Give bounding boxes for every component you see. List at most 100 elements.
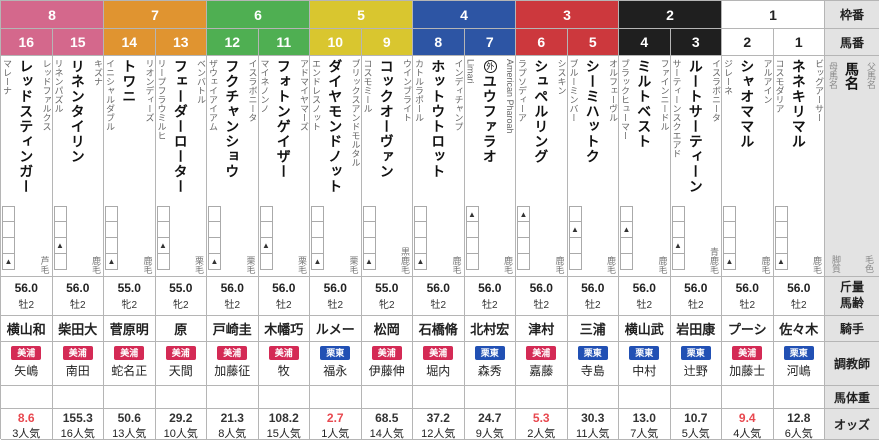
row-label-trainer: 調教師 xyxy=(825,342,879,386)
horse-number-cell: 15 xyxy=(52,29,104,56)
trainer-name[interactable]: 辻野 xyxy=(683,364,708,378)
trainer-name[interactable]: 矢嶋 xyxy=(14,364,39,378)
row-label-horse-name: 馬名 xyxy=(844,62,860,90)
trainer-name[interactable]: 河嶋 xyxy=(786,364,811,378)
row-label-frame: 枠番 xyxy=(825,1,879,29)
coat-color: 鹿毛 xyxy=(657,256,668,274)
horse-name[interactable]: シーミハットク xyxy=(584,59,601,164)
running-style-indicator: ▲ xyxy=(53,206,67,270)
jockey-name[interactable]: プーシ xyxy=(722,316,774,342)
jockey-name[interactable]: 三浦 xyxy=(567,316,619,342)
trainer-name[interactable]: 寺島 xyxy=(580,364,605,378)
jockey-name[interactable]: 津村 xyxy=(516,316,568,342)
horse-name[interactable]: ダイヤモンドノット xyxy=(327,59,344,194)
horse-name[interactable]: ネネキリマル xyxy=(790,59,807,149)
trainer-cell: 栗東 中村 xyxy=(619,342,671,386)
sex-age: 牡2 xyxy=(584,300,601,311)
trainer-name[interactable]: 堀内 xyxy=(426,364,451,378)
running-style-box: ▲ xyxy=(774,254,788,270)
trainer-name[interactable]: 福永 xyxy=(323,364,348,378)
trainer-name[interactable]: 嘉藤 xyxy=(529,364,554,378)
horse-name[interactable]: レッドスティンガー xyxy=(18,59,35,194)
jockey-name[interactable]: 菅原明 xyxy=(104,316,156,342)
horse-name[interactable]: ホットウトロット xyxy=(430,59,447,179)
horse-name[interactable]: シャオママル xyxy=(739,59,756,149)
jockey-name[interactable]: 石橋脩 xyxy=(413,316,465,342)
running-style-box xyxy=(156,222,170,238)
horse-name[interactable]: リネンタイリン xyxy=(69,59,86,164)
horse-name[interactable]: フォトンゲイザー xyxy=(275,59,292,179)
trainer-name[interactable]: 森秀 xyxy=(477,364,502,378)
jockey-name[interactable]: 松岡 xyxy=(361,316,413,342)
horse-name[interactable]: トワニ xyxy=(121,59,138,104)
popularity: 1人気 xyxy=(321,428,350,440)
trainer-cell: 栗東 河嶋 xyxy=(773,342,825,386)
running-style-box: ▲ xyxy=(620,222,633,238)
jockey-name[interactable]: 原 xyxy=(155,316,207,342)
jockey-name[interactable]: ルメー xyxy=(310,316,362,342)
sex-age: 牡2 xyxy=(790,300,807,311)
jockey-name[interactable]: 岩田康 xyxy=(670,316,722,342)
trainer-cell: 美浦 南田 xyxy=(52,342,104,386)
weight-cell: 56.0 牡2 xyxy=(258,277,310,316)
row-label-running-style: 脚質 xyxy=(831,255,841,273)
horse-name[interactable]: ミルトベスト xyxy=(636,59,653,149)
trainer-cell: 美浦牧 xyxy=(258,342,310,386)
trainer-name[interactable]: 加藤士 xyxy=(729,364,766,378)
row-label-odds-text: オッズ xyxy=(833,417,870,432)
coat-color: 芦毛 xyxy=(39,256,50,274)
jockey-name[interactable]: 北村宏 xyxy=(464,316,516,342)
trainer-name[interactable]: 中村 xyxy=(632,364,657,378)
trainer-region-badge: 美浦 xyxy=(165,346,196,360)
weight-value: 56.0 xyxy=(478,281,502,295)
sire-name: ウインブライト xyxy=(402,59,412,122)
weight-value: 56.0 xyxy=(684,281,708,295)
odds-value: 8.6 xyxy=(17,411,35,425)
weight-value: 56.0 xyxy=(14,281,38,295)
running-style-box xyxy=(517,254,530,270)
horse-name[interactable]: ルートサーティーン xyxy=(687,59,704,194)
running-style-indicator: ▲ xyxy=(465,206,479,270)
jockey-name[interactable]: 横山和 xyxy=(1,316,53,342)
trainer-name[interactable]: 加藤征 xyxy=(214,364,251,378)
dam-name: コスモミール xyxy=(362,59,373,113)
trainer-region-badge: 美浦 xyxy=(526,346,557,360)
jockey-name[interactable]: 戸崎圭 xyxy=(207,316,259,342)
running-style-box xyxy=(723,222,736,238)
running-style-indicator: ▲ xyxy=(311,206,324,270)
jockey-name[interactable]: 佐々木 xyxy=(773,316,825,342)
odds-value: 12.8 xyxy=(787,411,811,425)
trainer-name[interactable]: 南田 xyxy=(65,364,90,378)
weight-cell: 56.0 牡2 xyxy=(773,277,825,316)
sire-name: レッドファルクス xyxy=(41,59,52,131)
jockey-name[interactable]: 柴田大 xyxy=(52,316,104,342)
sex-age: 牡2 xyxy=(430,300,447,311)
horse-name[interactable]: シュペルリング xyxy=(533,59,550,164)
horse-name-row: マレーナ レッドスティンガー レッドファルクス ▲ 芦毛 リネンパズル リネンタイリン キズナ… xyxy=(1,56,879,277)
trainer-region-badge: 美浦 xyxy=(423,346,454,360)
popularity: 16人気 xyxy=(60,428,95,440)
horse-name[interactable]: フェーダーローター xyxy=(172,59,189,194)
dam-name: マイネノンノ xyxy=(259,59,270,113)
horse-number-cell: 13 xyxy=(155,29,207,56)
trainer-name[interactable]: 牧 xyxy=(277,364,290,378)
horse-name[interactable]: 外ユウファラオ xyxy=(481,60,498,164)
running-style-box: ▲ xyxy=(517,206,530,222)
running-style-box xyxy=(2,222,15,238)
horse-name-cell: Limari 外ユウファラオ American Pharoah ▲ 鹿毛 xyxy=(464,56,516,277)
horse-name[interactable]: コックオーヴァン xyxy=(378,59,395,179)
frame-cell: 3 xyxy=(516,1,619,29)
body-weight-cell xyxy=(619,386,671,409)
weight-cell: 56.0 牡2 xyxy=(619,277,671,316)
running-style-box xyxy=(311,222,324,238)
running-style-box xyxy=(362,222,376,238)
running-style-box: ▲ xyxy=(414,254,427,270)
horse-name[interactable]: フクチャンショウ xyxy=(224,59,241,179)
trainer-name[interactable]: 天間 xyxy=(168,364,193,378)
running-style-box xyxy=(208,238,221,254)
jockey-name[interactable]: 木幡巧 xyxy=(258,316,310,342)
sire-name: ファインニードル xyxy=(659,59,670,131)
trainer-name[interactable]: 蛇名正 xyxy=(111,364,148,378)
trainer-name[interactable]: 伊藤伸 xyxy=(368,364,405,378)
jockey-name[interactable]: 横山武 xyxy=(619,316,671,342)
